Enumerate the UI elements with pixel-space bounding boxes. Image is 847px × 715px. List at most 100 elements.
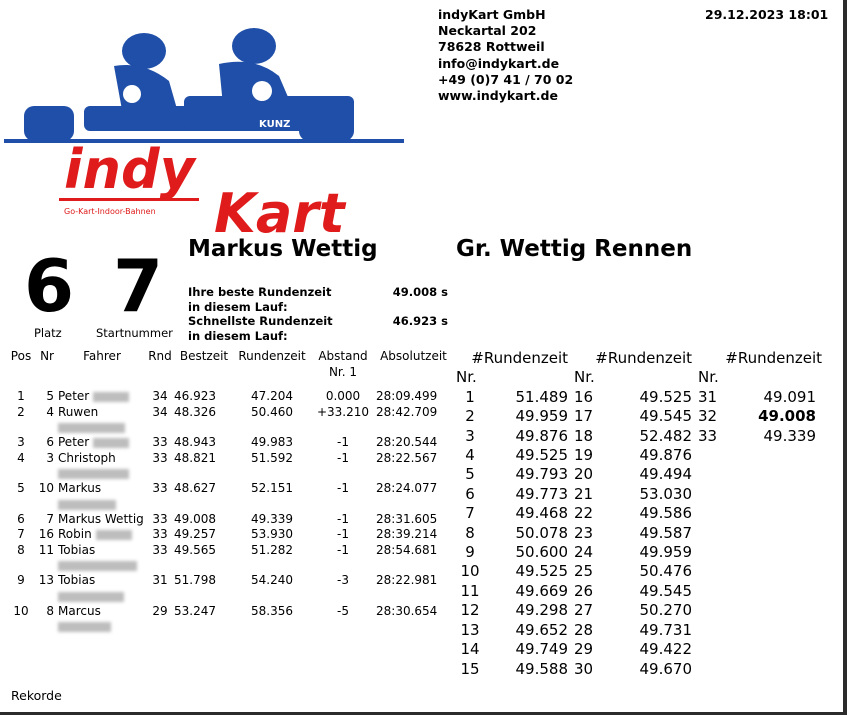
- cell-lap: 52.151: [251, 481, 293, 495]
- platz-value: 6: [24, 244, 75, 328]
- column-header: Fahrer: [83, 349, 121, 363]
- cell-pos: 8: [17, 542, 25, 557]
- cell-nr: 13: [38, 573, 54, 587]
- lap-time: 49.545: [639, 581, 693, 600]
- lap-number: [698, 485, 732, 504]
- rekorde-label: Rekorde: [11, 688, 62, 703]
- laps-nr-header: Nr.: [698, 368, 719, 387]
- result-row: 5 10 Markus 33 48.627 52.151 -1 28:24.077: [10, 481, 451, 512]
- lap-row: 8 50.078 23 49.587: [456, 524, 822, 543]
- cell-abs: 28:22.567: [376, 450, 438, 465]
- cell-gap: -1: [337, 542, 349, 557]
- lap-time: 53.030: [639, 484, 693, 503]
- column-header: Pos: [10, 349, 32, 363]
- driver-name: Markus: [58, 481, 102, 495]
- cell-pos: 7: [17, 527, 25, 541]
- logo-subtitle: Go-Kart-Indoor-Bahnen: [64, 207, 156, 216]
- result-row: 7 16 Robin 33 49.257 53.930 -1 28:39.214: [10, 527, 451, 543]
- lap-number: 17: [574, 407, 594, 426]
- lap-time: 49.525: [639, 387, 693, 406]
- cell-abs: 28:42.709: [376, 404, 438, 419]
- cell-best: 48.326: [174, 404, 216, 419]
- lap-number: 29: [574, 640, 594, 659]
- cell-lap: 49.339: [251, 511, 293, 526]
- lap-time: [732, 660, 822, 679]
- cell-lap: 53.930: [251, 527, 293, 541]
- window-border: [843, 0, 847, 715]
- lap-number: [698, 524, 732, 543]
- company-street: Neckartal 202: [438, 23, 537, 39]
- cell-lap: 54.240: [251, 573, 293, 587]
- lap-time: 50.476: [639, 562, 693, 581]
- stat-label: Ihre beste Rundenzeit in diesem Lauf:: [188, 285, 332, 314]
- lap-time: 52.482: [639, 426, 693, 445]
- lap-time: [732, 601, 822, 620]
- driver-name: Peter: [58, 435, 90, 449]
- lap-time: 49.339: [763, 426, 817, 445]
- laps-column-header: #Rundenzeit: [471, 349, 568, 367]
- company-website: www.indykart.de: [438, 88, 558, 104]
- lap-number: 11: [460, 581, 480, 600]
- cell-name: Marcus: [54, 604, 146, 635]
- column-header: Bestzeit: [179, 349, 229, 363]
- driver-name: Marcus: [58, 603, 101, 618]
- lap-number: 13: [460, 620, 480, 639]
- column-header: Abstand Nr. 1: [318, 349, 368, 379]
- cell-nr: 11: [38, 542, 54, 557]
- cell-abs: 28:39.214: [376, 527, 438, 541]
- lap-time: 50.078: [515, 523, 569, 542]
- cell-lap: 51.282: [251, 542, 293, 557]
- lap-time: [732, 640, 822, 659]
- lap-row: 2 49.959 17 49.545 32 49.008: [456, 407, 822, 426]
- lap-number: 33: [698, 426, 718, 445]
- lap-number: [698, 640, 732, 659]
- cell-best: 49.257: [174, 527, 216, 541]
- print-datetime: 29.12.2023 18:01: [705, 7, 829, 22]
- lap-number: 9: [465, 543, 475, 562]
- lap-time: 50.600: [515, 543, 569, 562]
- result-row: 8 11 Tobias 33 49.565 51.282 -1 28:54.681: [10, 543, 451, 574]
- cell-name: Markus Wettig: [54, 512, 146, 528]
- lap-number: [698, 660, 732, 679]
- cell-nr: 16: [38, 527, 54, 541]
- stats-table: Ihre beste Rundenzeit in diesem Lauf: 49.…: [188, 285, 448, 343]
- results-table: Pos Nr Fahrer Rnd Bestzeit Rundenzeit Abstand …: [10, 349, 451, 634]
- lap-number: 16: [574, 387, 594, 406]
- cell-name: Christoph: [54, 451, 146, 482]
- lap-time: [732, 485, 822, 504]
- cell-pos: 9: [17, 573, 25, 587]
- cell-best: 53.247: [174, 603, 216, 618]
- lap-time: [732, 562, 822, 581]
- cell-rnd: 29: [152, 603, 168, 618]
- lap-time: [732, 582, 822, 601]
- lap-number: 10: [460, 562, 480, 581]
- lap-time: 49.586: [639, 504, 693, 523]
- cell-lap: 50.460: [251, 404, 293, 419]
- lap-number: 31: [698, 387, 718, 406]
- cell-rnd: 31: [152, 573, 168, 587]
- lap-time: 49.545: [639, 407, 693, 426]
- lap-number: 5: [465, 465, 475, 484]
- lap-row: 10 49.525 25 50.476: [456, 562, 822, 581]
- lap-time: 49.468: [515, 504, 569, 523]
- cell-name: Markus: [54, 481, 146, 512]
- result-row: 2 4 Ruwen 34 48.326 50.460 +33.210 28:42.709: [10, 405, 451, 436]
- lap-number: 32: [698, 407, 718, 426]
- company-name: indyKart GmbH: [438, 7, 546, 22]
- cell-abs: 28:54.681: [376, 542, 438, 557]
- cell-pos: 6: [17, 511, 25, 526]
- cell-abs: 28:20.544: [376, 435, 438, 449]
- cell-abs: 28:31.605: [376, 511, 438, 526]
- result-row: 4 3 Christoph 33 48.821 51.592 -1 28:22.567: [10, 451, 451, 482]
- startnummer-label: Startnummer: [96, 326, 173, 340]
- lap-row: 7 49.468 22 49.586: [456, 504, 822, 523]
- driver-name: Ruwen: [58, 404, 99, 419]
- lap-time: 49.959: [515, 407, 569, 426]
- lap-time: [732, 504, 822, 523]
- lap-row: 12 49.298 27 50.270: [456, 601, 822, 620]
- cell-gap: 0.000: [325, 389, 361, 403]
- cell-gap: -1: [337, 481, 349, 495]
- lap-time: 51.489: [515, 387, 569, 406]
- lap-time: 49.793: [515, 465, 569, 484]
- redacted-surname: [95, 529, 132, 540]
